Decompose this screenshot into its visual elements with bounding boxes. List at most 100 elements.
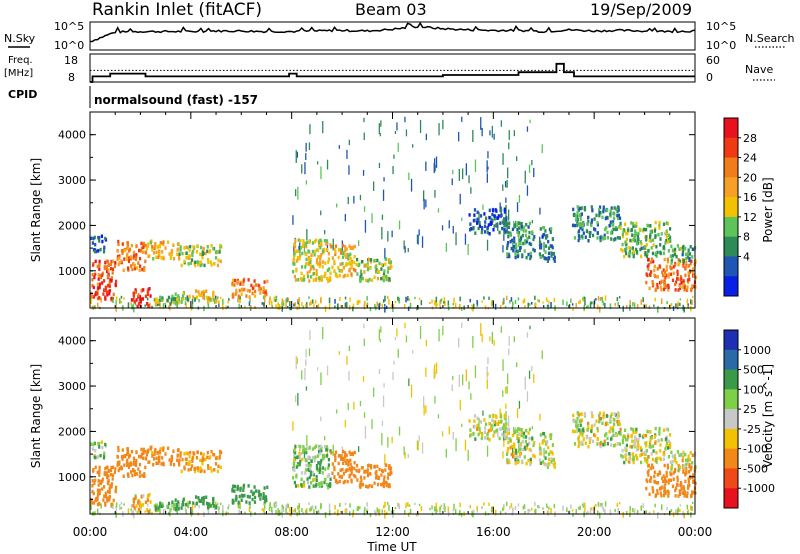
scatter-mark xyxy=(507,167,509,179)
echo-cell xyxy=(590,223,593,228)
echo-cell xyxy=(505,422,508,426)
scatter-mark xyxy=(353,401,355,410)
echo-cell xyxy=(167,240,170,244)
echo-cell xyxy=(327,457,330,462)
scatter-mark xyxy=(131,510,133,516)
echo-cell xyxy=(532,453,535,458)
echo-cell xyxy=(576,205,579,209)
echo-cell xyxy=(360,466,364,470)
echo-cell xyxy=(191,252,194,256)
scatter-mark xyxy=(349,503,351,508)
echo-cell xyxy=(635,247,638,252)
echo-cell xyxy=(635,242,639,246)
echo-cell xyxy=(264,290,267,295)
scatter-mark xyxy=(222,298,224,305)
echo-cell xyxy=(631,439,634,443)
scatter-mark xyxy=(285,302,287,308)
echo-cell xyxy=(538,458,541,462)
echo-cell xyxy=(580,206,583,210)
echo-cell xyxy=(585,229,589,234)
echo-cell xyxy=(633,441,636,445)
echo-cell xyxy=(153,449,157,453)
scatter-mark xyxy=(534,509,536,513)
echo-cell xyxy=(645,444,648,448)
scatter-mark xyxy=(441,431,444,437)
scatter-mark xyxy=(191,505,194,511)
echo-cell xyxy=(660,494,663,498)
echo-cell xyxy=(130,504,133,508)
echo-cell xyxy=(201,290,204,295)
echo-cell xyxy=(129,461,132,465)
scatter-mark xyxy=(571,509,574,512)
echo-cell xyxy=(137,301,141,306)
scatter-mark xyxy=(378,123,380,134)
echo-cell xyxy=(330,245,333,249)
echo-cell xyxy=(605,432,608,436)
scatter-mark xyxy=(239,297,241,304)
echo-cell xyxy=(639,453,642,458)
echo-cell xyxy=(351,245,354,250)
echo-cell xyxy=(349,256,352,261)
scatter-mark xyxy=(489,130,491,136)
echo-cell xyxy=(94,259,97,264)
echo-cell xyxy=(690,287,693,292)
scatter-mark xyxy=(397,503,400,508)
echo-cell xyxy=(676,277,679,281)
scatter-mark xyxy=(435,302,437,309)
scatter-mark xyxy=(486,445,489,457)
echo-cell xyxy=(388,277,391,282)
echo-cell xyxy=(576,420,579,424)
echo-cell xyxy=(586,428,589,432)
scatter-mark xyxy=(248,301,251,306)
scatter-mark xyxy=(281,298,283,302)
scatter-mark xyxy=(404,116,406,123)
echo-cell xyxy=(660,288,663,292)
echo-cell xyxy=(623,460,626,465)
echo-cell xyxy=(202,498,205,502)
echo-cell xyxy=(358,262,361,267)
echo-cell xyxy=(621,234,625,239)
echo-cell xyxy=(631,251,634,256)
scatter-mark xyxy=(679,504,682,507)
echo-cell xyxy=(578,234,581,239)
scatter-mark xyxy=(358,446,360,452)
scatter-mark xyxy=(526,185,529,196)
scatter-mark xyxy=(537,505,539,508)
echo-cell xyxy=(662,246,665,250)
echo-cell xyxy=(312,266,315,271)
scatter-mark xyxy=(149,508,151,515)
echo-cell xyxy=(530,242,533,247)
echo-cell xyxy=(644,457,647,461)
scatter-mark xyxy=(490,300,493,307)
echo-cell xyxy=(662,452,665,456)
scatter-mark xyxy=(548,506,550,510)
echo-cell xyxy=(138,264,142,268)
scatter-mark xyxy=(618,502,621,505)
scatter-mark xyxy=(499,202,501,213)
echo-cell xyxy=(687,458,690,462)
echo-cell xyxy=(103,265,106,269)
echo-cell xyxy=(185,251,188,255)
echo-cell xyxy=(545,450,548,454)
echo-cell xyxy=(662,428,666,432)
echo-cell xyxy=(118,260,121,265)
echo-cell xyxy=(577,208,580,213)
scatter-mark xyxy=(194,504,196,508)
echo-cell xyxy=(157,506,160,510)
echo-cell xyxy=(616,205,620,209)
echo-cell xyxy=(297,278,300,282)
echo-cell xyxy=(642,433,645,438)
scatter-mark xyxy=(393,154,395,159)
scatter-mark xyxy=(298,505,300,509)
echo-cell xyxy=(545,256,548,261)
echo-cell xyxy=(173,296,176,301)
echo-cell xyxy=(142,245,145,249)
echo-cell xyxy=(214,256,218,260)
scatter-mark xyxy=(334,511,336,515)
scatter-mark xyxy=(499,304,502,309)
power-colorbar-swatch xyxy=(724,197,738,218)
echo-cell xyxy=(676,244,679,248)
scatter-mark xyxy=(301,164,303,174)
echo-cell xyxy=(669,235,672,240)
echo-cell xyxy=(346,262,349,266)
